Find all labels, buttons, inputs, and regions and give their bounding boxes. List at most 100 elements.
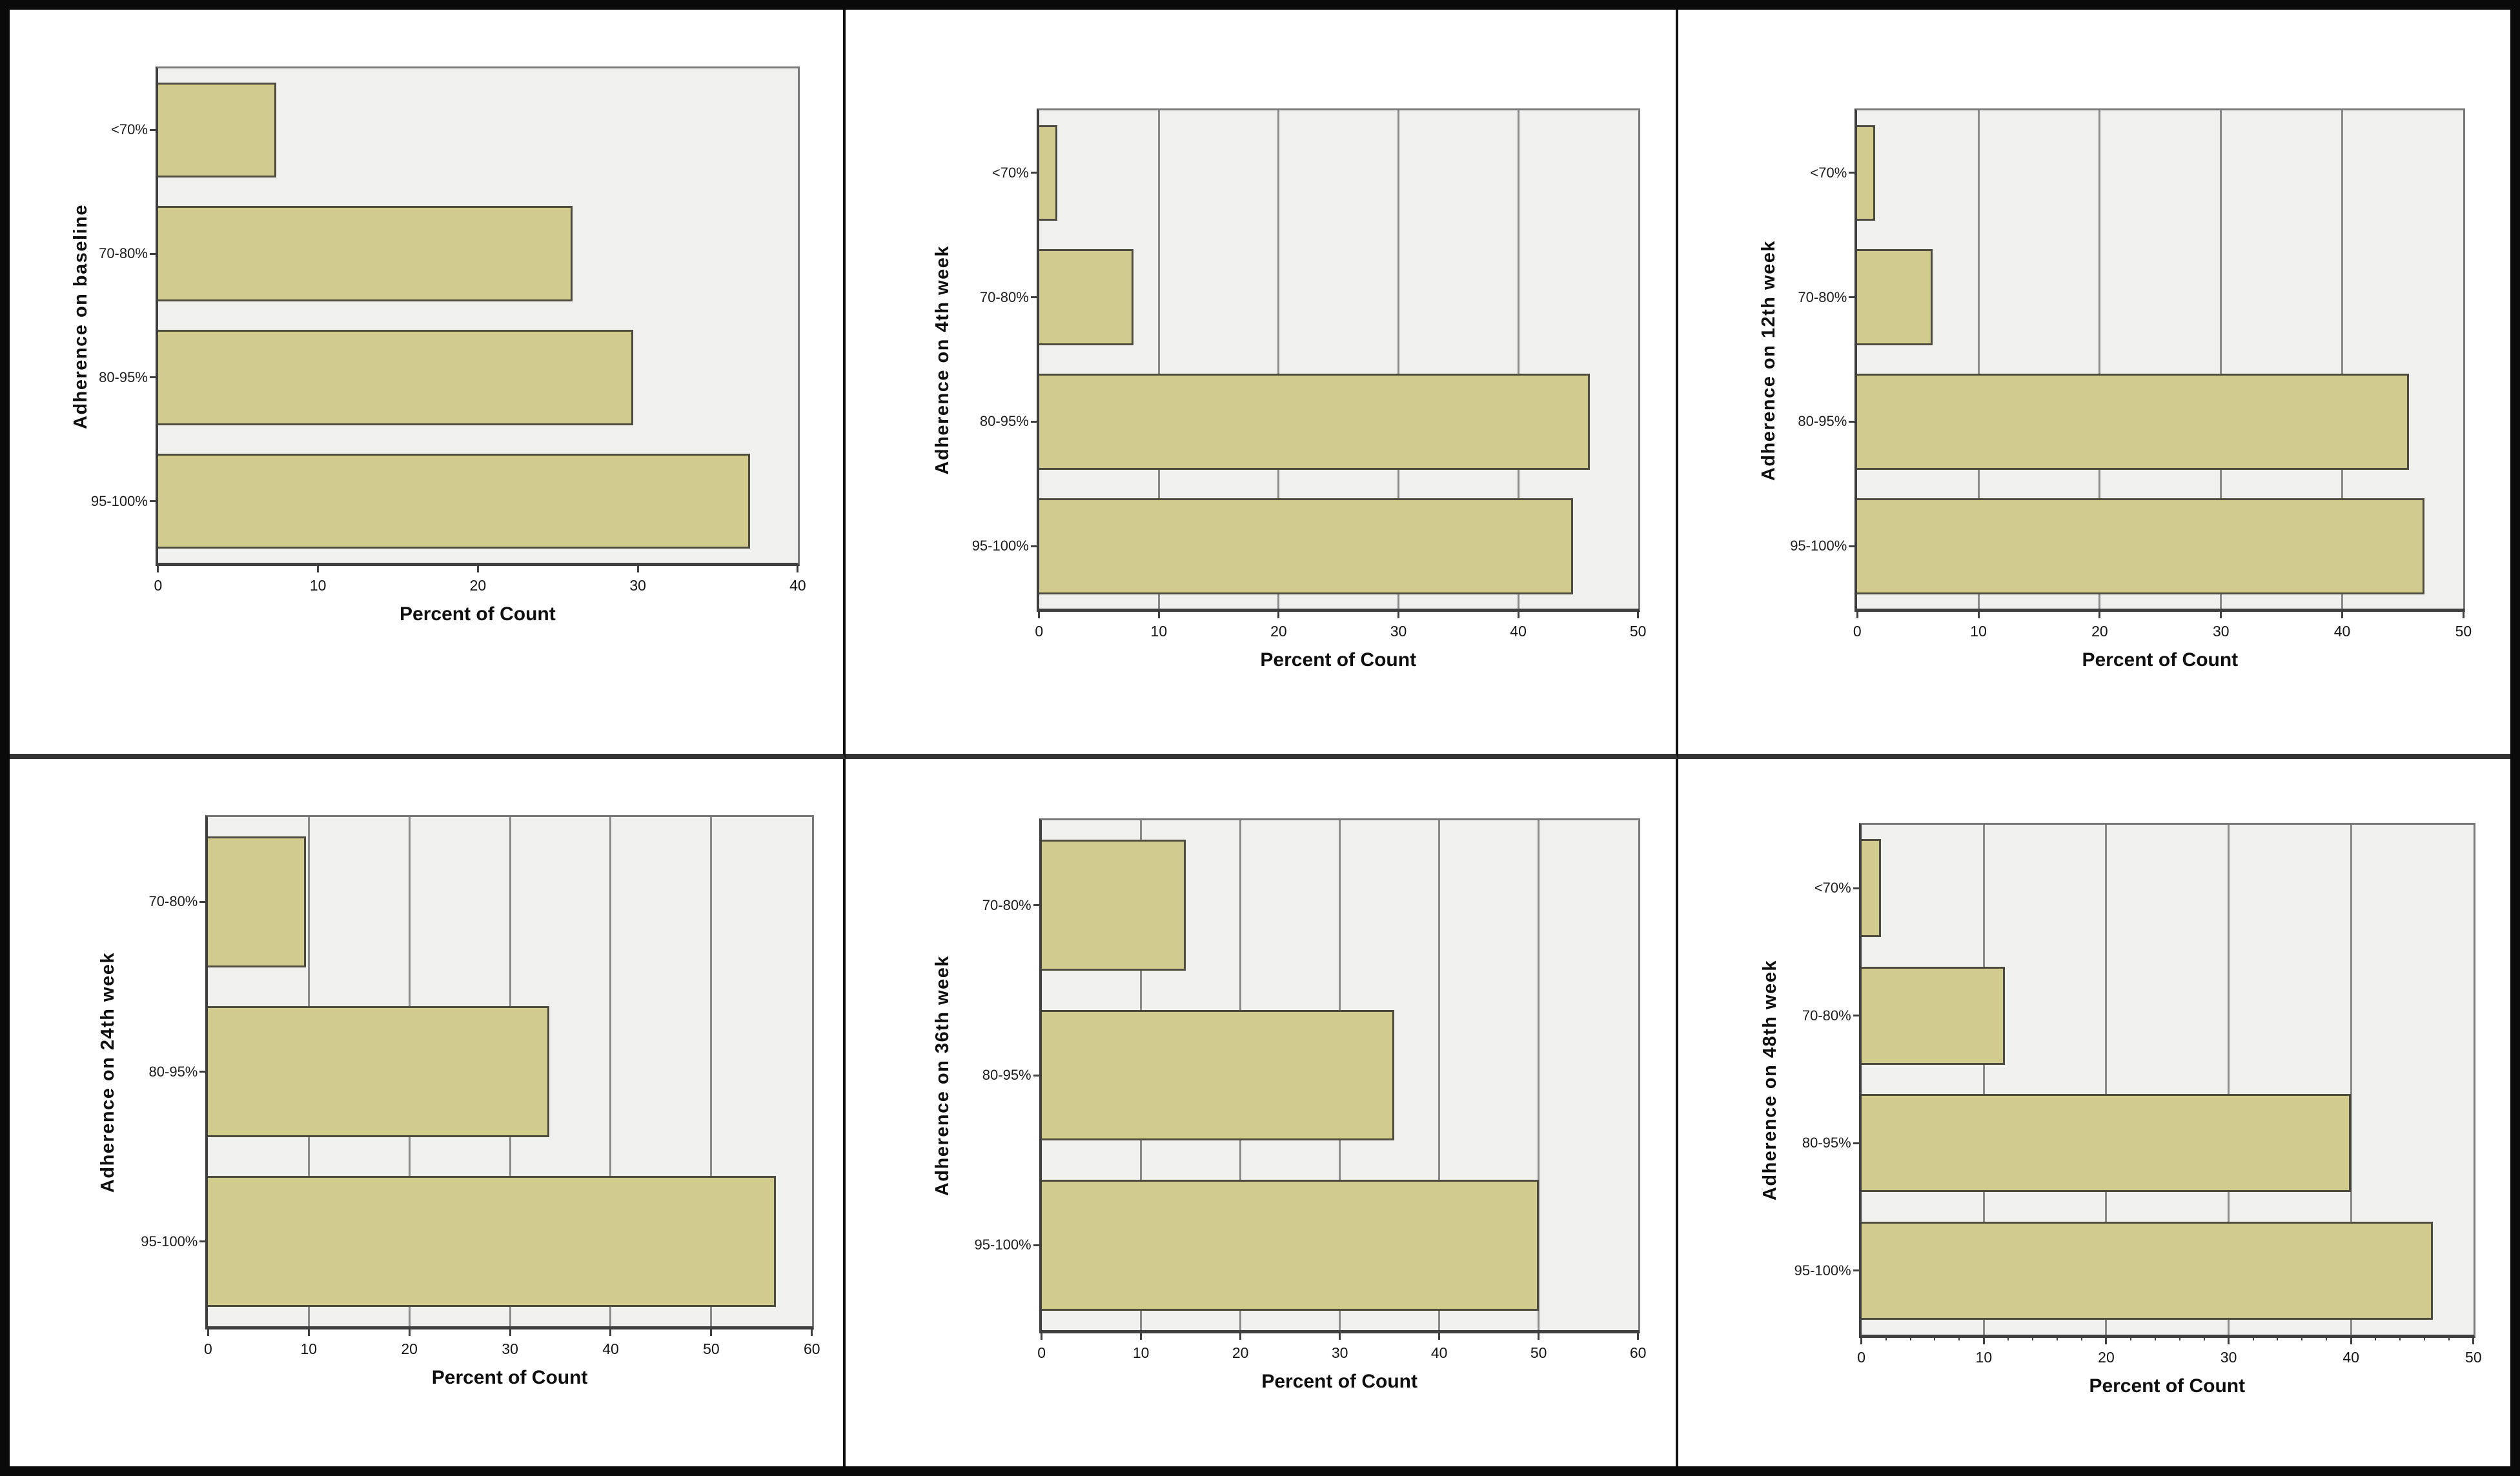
x-tick xyxy=(636,563,639,573)
x-tick xyxy=(1140,1329,1143,1340)
x-tick xyxy=(476,563,479,573)
plot-area: <70% 70-80% 80-95% 95-100% 0 10 20 30 40 xyxy=(91,66,806,594)
x-minor-tick xyxy=(2252,1334,2254,1340)
x-tick-label: 50 xyxy=(1530,1344,1547,1361)
x-tick xyxy=(2105,1334,2108,1344)
x-tick xyxy=(811,1326,813,1337)
x-tick xyxy=(2472,1334,2475,1344)
y-axis-title: Adherence on 12th week xyxy=(1758,239,1779,481)
y-tick xyxy=(199,1071,208,1073)
plot-area: 70-80% 80-95% 95-100% 0 10 20 30 40 50 60 xyxy=(141,814,820,1357)
x-tick xyxy=(1637,1329,1640,1340)
x-tick-label: 50 xyxy=(703,1340,720,1358)
x-axis-title: Percent of Count xyxy=(400,603,556,625)
gridline xyxy=(1277,110,1280,609)
y-axis-title-wrap: Adherence on 4th week xyxy=(928,108,957,611)
category-label: 70-80% xyxy=(148,893,198,910)
bar xyxy=(1041,1179,1539,1311)
x-tick-label: 50 xyxy=(2465,1348,2482,1366)
category-label: <70% xyxy=(1814,880,1851,896)
plot-area: <70% 70-80% 80-95% 95-100% 0 10 20 30 40 50 xyxy=(972,108,1646,640)
y-axis-title-wrap: Adherence on 48th week xyxy=(1756,823,1784,1338)
category-label: 70-80% xyxy=(979,288,1029,305)
x-axis-title: Percent of Count xyxy=(1260,649,1417,671)
x-tick-label: 0 xyxy=(1857,1348,1866,1366)
bar xyxy=(158,82,277,178)
gridline xyxy=(1157,110,1160,609)
bar xyxy=(1039,498,1574,594)
x-tick-label: 20 xyxy=(1270,622,1287,640)
x-tick-label: 50 xyxy=(2455,622,2472,640)
x-tick xyxy=(307,1326,310,1337)
x-tick xyxy=(2341,608,2344,618)
chart-cell-48th-week: Adherence on 48th week <70% 70-80% 80-95% 9… xyxy=(1678,759,2510,1466)
x-minor-tick xyxy=(2326,1334,2328,1340)
gridline xyxy=(1977,110,1980,609)
x-tick-label: 0 xyxy=(1037,1344,1046,1361)
x-tick xyxy=(1339,1329,1341,1340)
x-minor-tick xyxy=(2423,1334,2425,1340)
y-tick xyxy=(1849,545,1858,547)
plot-area: 70-80% 80-95% 95-100% 0 10 20 30 40 50 60 xyxy=(975,818,1646,1361)
x-tick-label: 30 xyxy=(629,577,646,594)
plot-area: <70% 70-80% 80-95% 95-100% 0 10 20 30 40 50 xyxy=(1790,108,2472,640)
x-tick xyxy=(1538,1329,1540,1340)
gridline xyxy=(2105,824,2108,1335)
y-tick xyxy=(1033,904,1042,907)
x-tick-label: 40 xyxy=(789,577,806,594)
x-tick xyxy=(1982,1334,1985,1344)
category-label: 80-95% xyxy=(99,369,148,385)
category-label: 95-100% xyxy=(90,492,148,509)
y-tick xyxy=(149,376,158,379)
y-axis-title: Adherence on 48th week xyxy=(1759,960,1780,1201)
x-tick-label: 20 xyxy=(2091,622,2108,640)
x-tick xyxy=(1038,608,1041,618)
x-tick-label: 30 xyxy=(1331,1344,1348,1361)
x-tick-label: 30 xyxy=(2212,622,2230,640)
x-tick xyxy=(609,1326,612,1337)
x-tick-label: 10 xyxy=(1975,1348,1993,1366)
y-axis-title: Adherence on baseline xyxy=(70,203,91,429)
x-tick xyxy=(157,563,159,573)
gridline xyxy=(710,816,713,1327)
y-tick xyxy=(1849,296,1858,299)
bar xyxy=(1039,249,1134,345)
x-minor-tick xyxy=(2154,1334,2156,1340)
x-tick xyxy=(1239,1329,1242,1340)
chart-cell-baseline: Adherence on baseline <70% 70-80% 80-95% 95… xyxy=(10,10,846,759)
y-tick xyxy=(1033,1074,1042,1077)
gridline xyxy=(609,816,612,1327)
gridline xyxy=(1538,820,1540,1330)
bar xyxy=(1857,249,1933,345)
x-minor-tick xyxy=(2301,1334,2303,1340)
y-tick xyxy=(1030,545,1039,547)
bar xyxy=(158,206,573,301)
category-label: 70-80% xyxy=(1798,288,1847,305)
x-minor-tick xyxy=(2203,1334,2205,1340)
y-tick xyxy=(1853,1269,1862,1272)
x-tick xyxy=(1637,608,1640,618)
gridline xyxy=(2341,110,2344,609)
x-tick-label: 10 xyxy=(300,1340,318,1358)
x-tick xyxy=(2350,1334,2352,1344)
x-tick-label: 60 xyxy=(804,1340,820,1358)
bar xyxy=(158,453,750,549)
x-tick-label: 40 xyxy=(602,1340,619,1358)
y-tick xyxy=(199,1240,208,1243)
gridline xyxy=(2228,824,2230,1335)
x-tick-label: 30 xyxy=(502,1340,518,1358)
bar xyxy=(1857,125,1876,221)
x-tick-label: 40 xyxy=(1430,1344,1448,1361)
x-tick xyxy=(1517,608,1519,618)
x-tick xyxy=(1277,608,1280,618)
x-tick xyxy=(1438,1329,1441,1340)
x-minor-tick xyxy=(1958,1334,1960,1340)
x-tick-label: 60 xyxy=(1629,1344,1647,1361)
category-label: <70% xyxy=(1810,164,1847,181)
y-tick xyxy=(1849,420,1858,423)
bar xyxy=(1041,840,1186,971)
category-label: <70% xyxy=(111,121,148,138)
bar xyxy=(208,836,306,967)
y-tick xyxy=(1849,172,1858,174)
bar xyxy=(1861,966,2005,1065)
